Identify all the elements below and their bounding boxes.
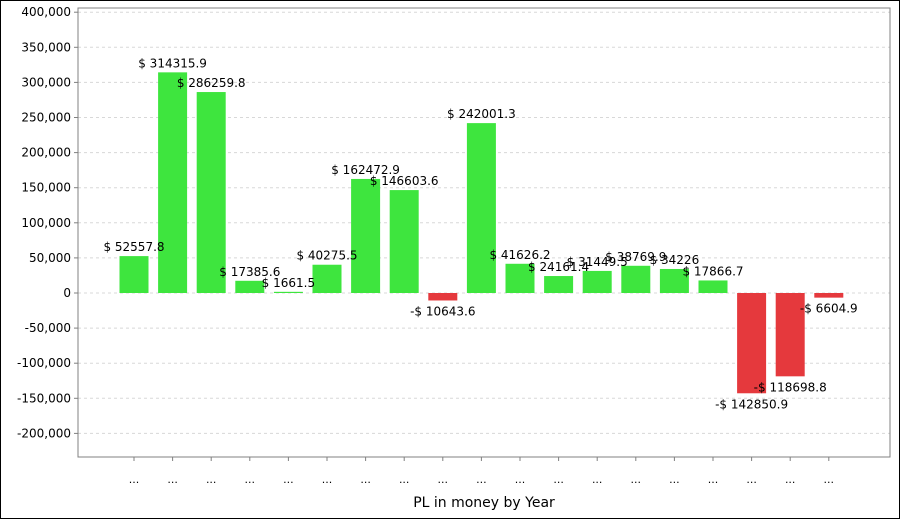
bar [621, 265, 651, 293]
x-tick-label: ... [283, 473, 294, 486]
y-tick-label: 0 [63, 286, 71, 300]
x-tick-label: ... [631, 473, 642, 486]
data-labels: $ 52557.8$ 314315.9$ 286259.8$ 17385.6$ … [103, 56, 857, 411]
data-label: $ 146603.6 [370, 174, 439, 188]
data-label: $ 34226 [650, 253, 700, 267]
bar [273, 291, 303, 293]
data-label: $ 24161.4 [528, 260, 589, 274]
data-label: $ 40275.5 [296, 249, 357, 263]
data-label: $ 162472.9 [331, 163, 400, 177]
bar [351, 178, 381, 293]
axes [77, 7, 891, 458]
bar [312, 264, 342, 293]
data-label: $ 286259.8 [177, 76, 246, 90]
x-tick-label: ... [669, 473, 680, 486]
x-tick-label: ... [824, 473, 835, 486]
x-tick-label: ... [785, 473, 796, 486]
x-tick-label: ... [438, 473, 449, 486]
y-tick-label: 400,000 [21, 5, 71, 19]
data-label: $ 314315.9 [138, 56, 207, 70]
data-label: -$ 10643.6 [410, 304, 475, 318]
bar [582, 270, 612, 293]
data-label: $ 17385.6 [219, 265, 280, 279]
data-label: $ 31449.5 [567, 255, 628, 269]
y-tick-label: 200,000 [21, 146, 71, 160]
plot-area-border [77, 7, 891, 458]
bar [814, 293, 844, 298]
bar [158, 72, 188, 293]
bar [775, 293, 805, 377]
x-tick-label: ... [399, 473, 410, 486]
y-tick-label: -100,000 [17, 356, 71, 370]
bar [428, 293, 458, 301]
bar [119, 256, 149, 293]
bar [466, 123, 496, 294]
x-axis-ticks: ........................................… [129, 457, 834, 486]
bar [698, 280, 728, 293]
bar [544, 276, 574, 293]
x-tick-label: ... [167, 473, 178, 486]
y-tick-label: -150,000 [17, 391, 71, 405]
y-tick-label: 50,000 [29, 251, 71, 265]
y-tick-label: 150,000 [21, 181, 71, 195]
y-axis-ticks: 400,000 350,000 300,000 250,000 200,000 150,0… [17, 5, 78, 440]
x-tick-label: ... [515, 473, 526, 486]
bar [235, 280, 265, 293]
x-tick-label: ... [708, 473, 719, 486]
x-tick-label: ... [360, 473, 371, 486]
x-tick-label: ... [206, 473, 217, 486]
y-tick-label: -50,000 [25, 321, 71, 335]
data-label: $ 52557.8 [103, 240, 164, 254]
data-label: -$ 6604.9 [800, 302, 858, 316]
data-label: $ 1661.5 [262, 276, 315, 290]
x-axis-label: PL in money by Year [413, 495, 555, 511]
x-tick-label: ... [322, 473, 333, 486]
x-tick-label: ... [129, 473, 140, 486]
y-tick-label: 300,000 [21, 75, 71, 89]
x-tick-label: ... [245, 473, 256, 486]
bar [505, 263, 535, 293]
y-tick-label: 350,000 [21, 40, 71, 54]
data-label: -$ 142850.9 [715, 397, 788, 411]
bar [196, 92, 226, 293]
y-tick-label: 250,000 [21, 111, 71, 125]
bar [389, 190, 419, 293]
data-label: -$ 118698.8 [754, 380, 827, 394]
x-tick-label: ... [476, 473, 487, 486]
y-tick-label: -200,000 [17, 426, 71, 440]
data-label: $ 41626.2 [489, 248, 550, 262]
bar [659, 268, 689, 293]
bars [119, 72, 844, 394]
x-tick-label: ... [746, 473, 757, 486]
y-tick-label: 100,000 [21, 216, 71, 230]
data-label: $ 242001.3 [447, 107, 516, 121]
bar [737, 293, 767, 394]
x-tick-label: ... [553, 473, 564, 486]
x-tick-label: ... [592, 473, 603, 486]
data-label: $ 17866.7 [682, 264, 743, 278]
data-label: $ 38769.9 [605, 250, 666, 264]
